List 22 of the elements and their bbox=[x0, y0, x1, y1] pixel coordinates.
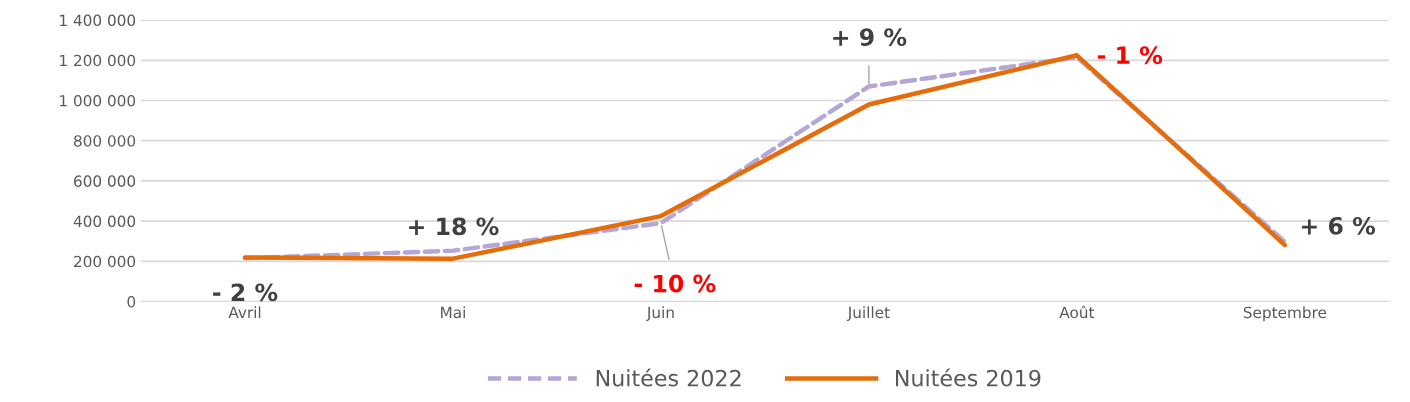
y-tick-label: 400 000 bbox=[73, 215, 136, 228]
y-tick-label: 1 400 000 bbox=[60, 14, 136, 27]
x-tick-label: Juin bbox=[646, 306, 674, 322]
annotation: + 9 % bbox=[833, 28, 907, 47]
x-tick-label: Août bbox=[1059, 305, 1095, 319]
legend-label: Nuitées 2022 bbox=[596, 368, 741, 387]
x-tick-label: Juillet bbox=[846, 306, 890, 322]
x-tick-label: Mai bbox=[441, 306, 465, 319]
annotation: + 18 % bbox=[409, 217, 499, 236]
x-tick-label: Septembre bbox=[1243, 306, 1327, 322]
annotation: + 6 % bbox=[1301, 216, 1376, 235]
annotation: - 2 % bbox=[213, 283, 278, 302]
y-tick-label: 800 000 bbox=[74, 135, 136, 147]
y-tick-label: 0 bbox=[127, 295, 136, 308]
y-tick-label: 1 000 000 bbox=[60, 94, 136, 107]
y-tick-label: 600 000 bbox=[74, 175, 136, 187]
annotation: - 10 % bbox=[634, 274, 716, 293]
legend-label: Nuitées 2019 bbox=[895, 368, 1041, 387]
annotation: - 1 % bbox=[1097, 46, 1163, 65]
y-tick-label: 200 000 bbox=[74, 255, 136, 268]
y-tick-label: 1 200 000 bbox=[60, 54, 136, 67]
x-tick-label: Avril bbox=[228, 306, 261, 318]
